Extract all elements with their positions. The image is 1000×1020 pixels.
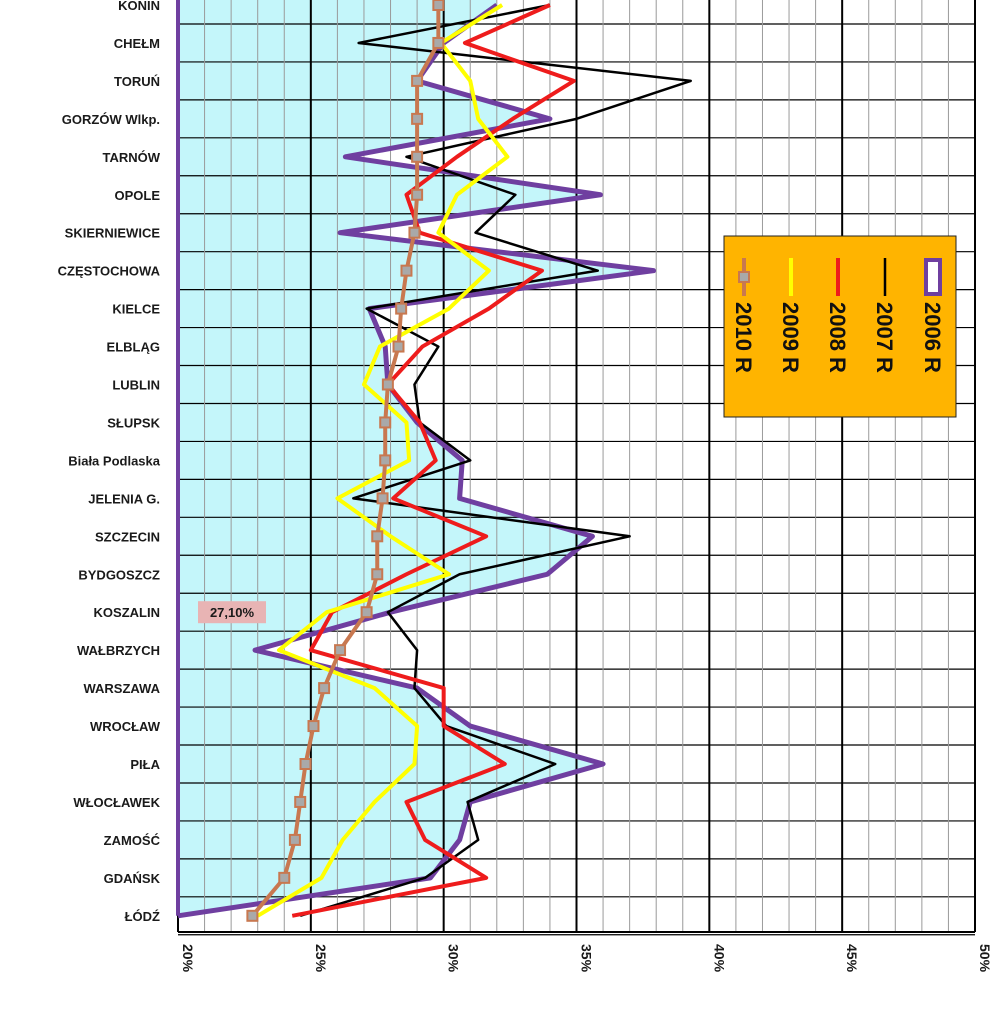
data-point-2010-r	[379, 454, 392, 467]
data-point-2010-r	[395, 302, 408, 315]
category-label: CHEŁM	[114, 36, 160, 51]
category-label: OPOLE	[114, 188, 160, 203]
category-label: KONIN	[118, 0, 160, 13]
category-label: WAŁBRZYCH	[77, 643, 160, 658]
series-line-2008-r	[291, 3, 576, 918]
legend-label-2007-r: 2007 R	[872, 302, 897, 373]
data-point-2010-r	[246, 909, 259, 922]
x-tick-label: 50%	[977, 944, 993, 973]
annotation-box	[198, 601, 266, 624]
category-label: TORUŃ	[114, 74, 160, 89]
data-point-2010-r	[379, 416, 392, 429]
x-tick-label: 40%	[711, 944, 727, 973]
area-fill-2006	[178, 0, 654, 916]
data-point-2010-r	[400, 264, 413, 277]
data-point-2010-r	[381, 378, 394, 391]
x-tick-label: 30%	[446, 944, 462, 973]
series-line-2006-r	[177, 2, 657, 919]
category-label: ELBLĄG	[107, 340, 160, 355]
data-point-2010-r	[288, 833, 301, 846]
category-label: WROCŁAW	[90, 719, 161, 734]
series-layer	[177, 0, 692, 922]
data-point-2010-r	[376, 492, 389, 505]
category-label: WARSZAWA	[83, 681, 160, 696]
data-point-2010-r	[411, 150, 424, 163]
data-point-2010-r	[411, 112, 424, 125]
data-point-2010-r	[432, 36, 445, 49]
data-point-2010-r	[294, 795, 307, 808]
series-line-2009-r	[256, 3, 510, 918]
category-label: CZĘSTOCHOWA	[58, 264, 161, 279]
legend-label-2008-r: 2008 R	[825, 302, 850, 373]
data-point-2010-r	[432, 0, 445, 11]
series-line-2007-r	[299, 3, 692, 917]
legend-marker-2010-r	[738, 271, 750, 283]
category-label: TARNÓW	[102, 150, 160, 165]
category-label: BYDGOSZCZ	[78, 567, 160, 582]
category-label: JELENIA G.	[88, 491, 160, 506]
data-point-2010-r	[371, 530, 384, 543]
data-point-2010-r	[392, 340, 405, 353]
data-point-2010-r	[307, 720, 320, 733]
category-label: SKIERNIEWICE	[65, 226, 161, 241]
category-label: SZCZECIN	[95, 529, 160, 544]
data-point-2010-r	[411, 188, 424, 201]
annotations: 27,10%	[198, 601, 266, 624]
category-label: GDAŃSK	[104, 871, 161, 886]
data-point-2010-r	[408, 226, 421, 239]
data-point-2010-r	[371, 568, 384, 581]
data-point-2010-r	[334, 644, 347, 657]
category-labels: KONIN CHEŁM TORUŃ GORZÓW Wlkp. TARNÓW OPOLE SK…	[58, 0, 161, 924]
category-label: Biała Podlaska	[68, 453, 161, 468]
data-point-2010-r	[360, 606, 373, 619]
category-label: LUBLIN	[112, 378, 160, 393]
legend: 2006 R 2007 R 2008 R 2009 R 2010 R	[723, 235, 957, 418]
legend-swatch-2006-r	[924, 258, 942, 296]
category-label: ZAMOŚĆ	[104, 833, 161, 848]
x-tick-label: 25%	[313, 944, 329, 973]
category-label: GORZÓW Wlkp.	[62, 112, 160, 127]
category-label: ŁÓDŹ	[125, 909, 160, 924]
data-point-2010-r	[318, 682, 331, 695]
x-tick-label: 45%	[844, 944, 860, 973]
data-point-2010-r	[278, 871, 291, 884]
x-tick-label: 35%	[579, 944, 595, 973]
data-point-2010-r	[411, 74, 424, 87]
category-label: KOSZALIN	[94, 605, 160, 620]
category-label: PIŁA	[130, 757, 160, 772]
data-point-2010-r	[299, 758, 312, 770]
legend-label-2006-r: 2006 R	[920, 302, 945, 373]
category-label: KIELCE	[112, 302, 160, 317]
category-label: SŁUPSK	[107, 415, 160, 430]
x-tick-label: 20%	[180, 944, 196, 973]
category-label: WŁOCŁAWEK	[73, 795, 160, 810]
annotation-label: 27,10%	[210, 605, 255, 620]
x-tick-labels: 20% 25% 30% 35% 40% 45% 50%	[180, 944, 993, 973]
legend-label-2010-r: 2010 R	[731, 302, 756, 373]
legend-label-2009-r: 2009 R	[778, 302, 803, 373]
